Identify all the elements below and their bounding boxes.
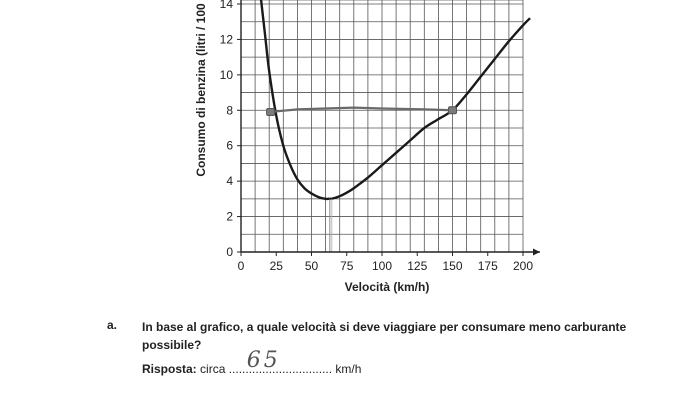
y-tick-label: 2	[226, 210, 233, 224]
x-axis-arrow	[533, 248, 540, 256]
y-tick-label: 4	[226, 174, 233, 188]
x-tick-label: 200	[513, 259, 533, 273]
tick-labels: 0 25 50 75 100 125 150 175 200 0 2 4 6 8 10 12 14	[220, 0, 534, 273]
answer-line: Risposta: circa ........................…	[142, 348, 362, 376]
x-tick-label: 75	[340, 259, 354, 273]
handwritten-line	[268, 106, 454, 114]
x-tick-label: 150	[442, 259, 462, 273]
question-letter: a.	[107, 318, 118, 332]
x-tick-label: 25	[270, 259, 284, 273]
answer-field: ............................... 65	[228, 348, 336, 376]
handwritten-marker	[448, 106, 457, 115]
consumption-curve	[259, 0, 531, 201]
handwritten-annotations	[266, 106, 457, 252]
y-tick-label: 14	[220, 0, 234, 11]
axes	[237, 0, 540, 256]
y-tick-label: 10	[220, 68, 234, 82]
y-tick-label: 12	[220, 32, 234, 46]
x-tick-label: 175	[478, 259, 498, 273]
x-tick-label: 50	[305, 259, 319, 273]
x-tick-label: 125	[407, 259, 427, 273]
handwritten-marker	[266, 108, 276, 117]
x-tick-label: 100	[372, 259, 392, 273]
x-tick-label: 0	[238, 259, 245, 273]
question-text: In base al grafico, a quale velocità si …	[142, 320, 627, 352]
y-tick-label: 8	[226, 103, 233, 117]
y-tick-label: 6	[226, 139, 233, 153]
answer-unit: km/h	[335, 362, 362, 376]
consumption-chart: 0 25 50 75 100 125 150 175 200 0 2 4 6 8 10 12 14 Veloci…	[194, 0, 540, 294]
answer-dots: ...............................	[228, 362, 333, 376]
curve-layer	[259, 0, 531, 201]
handwritten-answer: 65	[246, 348, 281, 373]
answer-label: Risposta:	[142, 362, 197, 376]
answer-prefix: circa	[200, 362, 226, 376]
grid	[241, 0, 524, 252]
y-tick-label: 0	[226, 245, 233, 259]
x-axis-title: Velocità (km/h)	[345, 280, 430, 294]
y-axis-title: Consumo di benzina (litri / 100	[194, 3, 208, 177]
